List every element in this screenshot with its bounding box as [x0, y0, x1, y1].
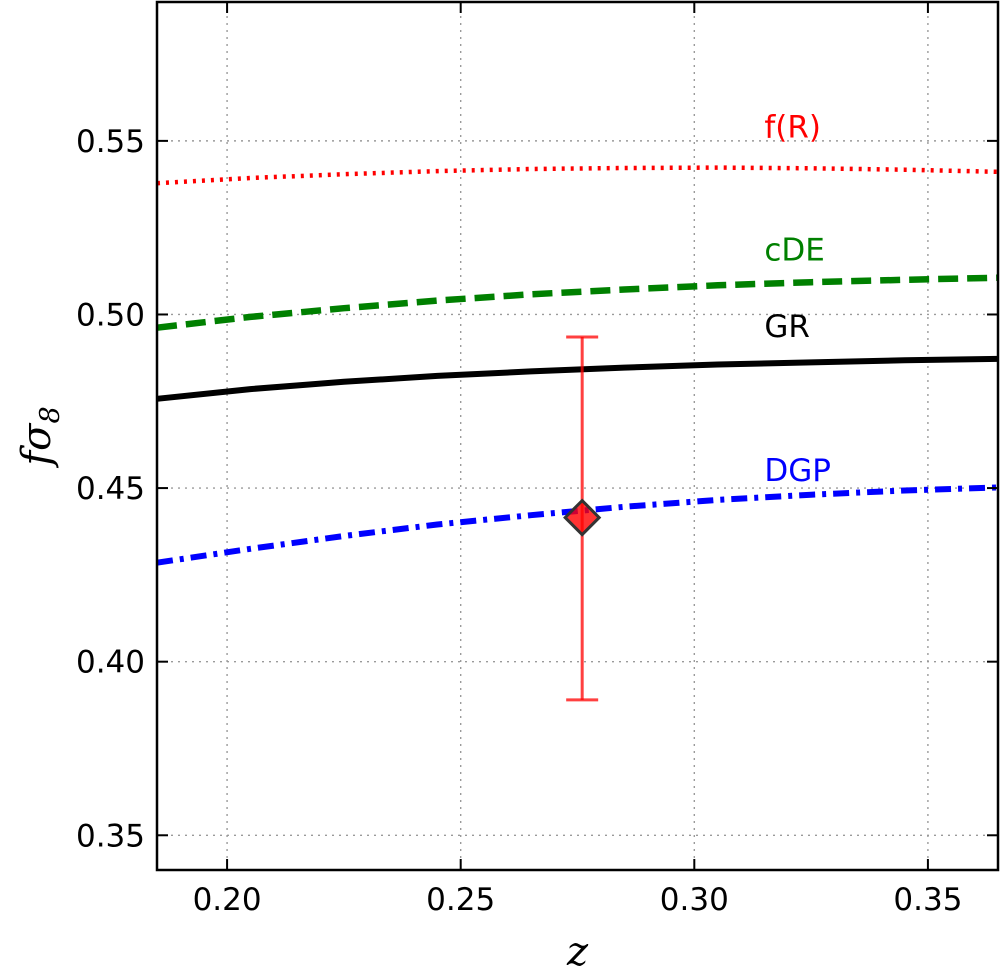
y-tick-label: 0.55 [76, 124, 145, 160]
y-tick-label: 0.40 [76, 645, 145, 681]
ticks: 0.20 0.25 0.30 0.35 0.35 0.40 0.45 0.50 0.55 [76, 2, 998, 918]
plot-frame [155, 0, 1000, 872]
y-tick-label: 0.50 [76, 297, 145, 333]
x-tick-label: 0.30 [660, 882, 729, 918]
x-axis-label: z [566, 929, 589, 968]
y-tick-label: 0.45 [76, 471, 145, 507]
series-label-f-r: f(R) [764, 109, 821, 145]
x-tick-label: 0.35 [893, 882, 962, 918]
svg-text:fσ8: fσ8 [14, 406, 66, 468]
series-line-f-r [156, 165, 999, 186]
y-axis-label: fσ8 [14, 406, 66, 468]
data-points [563, 335, 602, 702]
y-axis-label-main: fσ [14, 422, 60, 469]
series-label-cde: cDE [764, 233, 825, 269]
data-point-marker [563, 498, 602, 537]
series-label-gr: GR [764, 309, 810, 345]
y-axis-label-subscript: 8 [35, 406, 66, 423]
series-line-cde [156, 274, 999, 331]
series-line-gr [156, 355, 999, 402]
x-tick-label: 0.25 [426, 882, 495, 918]
x-tick-label: 0.20 [193, 882, 262, 918]
series-labels: f(R) cDE GR DGP [764, 109, 831, 489]
y-tick-label: 0.35 [76, 818, 145, 854]
series-label-dgp: DGP [764, 453, 831, 489]
grid [157, 2, 998, 870]
